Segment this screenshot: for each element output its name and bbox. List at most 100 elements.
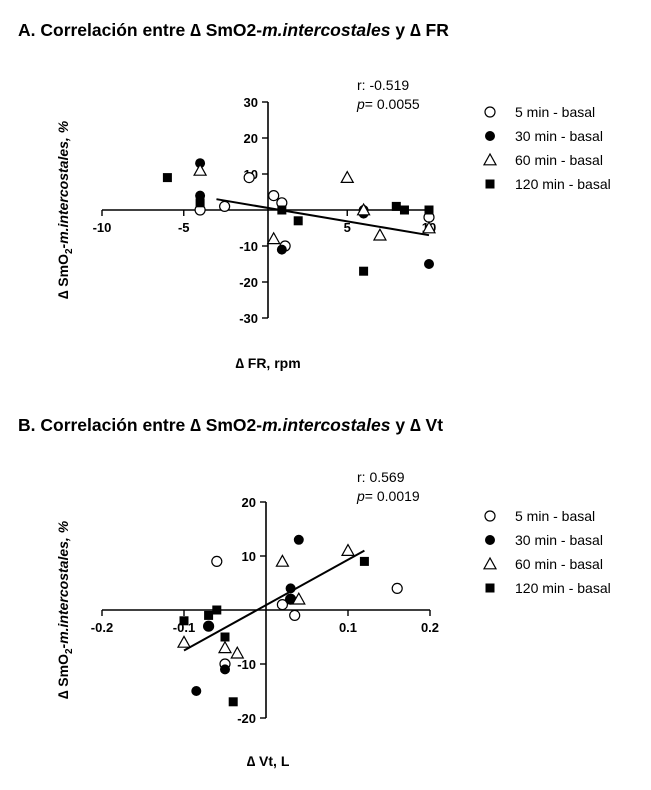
panel-b-data-point xyxy=(391,582,403,595)
panel-b-legend-marker xyxy=(485,535,495,545)
panel-a-y-axis-label: ∆ SmO2-m.intercostales, % xyxy=(55,120,75,299)
panel-b-data-point xyxy=(191,686,202,696)
panel-b-y-axis-label-suffix: -m.intercostales, % xyxy=(55,520,71,648)
panel-a-data-point xyxy=(356,202,371,216)
panel-b-y-tick-label: 10 xyxy=(242,549,256,564)
panel-b-data-point xyxy=(176,635,192,648)
panel-a-stat-p-symbol: p xyxy=(356,96,365,112)
panel-a-title-prefix: A. Correlación entre ∆ SmO2- xyxy=(18,20,263,40)
panel-a-title-italic: m.intercostales xyxy=(262,20,391,40)
panel-b-data-point xyxy=(179,616,189,626)
panel-a-legend: 5 min - basal 30 min - basal 60 min - basa… xyxy=(482,104,611,192)
panel-b-legend-label: 5 min - basal xyxy=(515,508,595,524)
panel-a-data-point xyxy=(193,163,208,176)
panel-b-data-point xyxy=(204,610,214,620)
panel-a-legend-marker xyxy=(485,131,495,141)
panel-a-x-tick-label: -10 xyxy=(93,220,112,235)
panel-b-legend-marker xyxy=(485,583,495,593)
panel-b-data-point xyxy=(275,554,290,567)
panel-b-y-axis-label-prefix: ∆ SmO xyxy=(55,654,71,699)
panel-b-regression-line xyxy=(183,549,365,652)
panel-a-data-point xyxy=(372,227,387,241)
panel-a-data-point xyxy=(424,205,434,215)
panel-b-x-tick-label: 0.1 xyxy=(339,620,357,635)
panel-a-y-tick-label: 20 xyxy=(244,131,258,146)
panel-b-legend-marker xyxy=(482,556,498,570)
panel-b-series-2 xyxy=(191,534,304,696)
panel-b-x-tick-label: 0.2 xyxy=(421,620,439,635)
panel-a-data-point xyxy=(340,170,355,183)
panel-a-data-point xyxy=(219,200,231,212)
panel-b-data-point xyxy=(230,645,245,659)
panel-b-data-point xyxy=(203,621,214,632)
panel-a-data-point xyxy=(162,173,172,183)
panel-b-title: B. Correlación entre ∆ SmO2-m.intercosta… xyxy=(18,415,443,436)
panel-a-data-point xyxy=(277,205,287,215)
panel-a-legend-label: 120 min - basal xyxy=(515,176,611,192)
panel-b-legend-marker xyxy=(484,510,496,522)
panel-a-data-point xyxy=(293,216,303,226)
panel-b-x-tick-label: -0.2 xyxy=(91,620,113,635)
panel-a-y-tick-label: 30 xyxy=(244,95,258,110)
panel-a-series-3 xyxy=(193,163,437,245)
panel-b-data-point xyxy=(285,583,296,594)
panel-a-legend-label: 60 min - basal xyxy=(515,152,603,168)
panel-b-data-point xyxy=(220,632,230,642)
panel-a-data-point xyxy=(266,231,281,245)
panel-b-y-axis-label: ∆ SmO2-m.intercostales, % xyxy=(55,520,75,699)
panel-b-data-point xyxy=(220,664,230,675)
panel-b-legend-label: 60 min - basal xyxy=(515,556,603,572)
panel-b-plot: -0.2 -0.1 0.1 0.2 20 10 -10 -20 r: 0.569 p= 0.001… xyxy=(55,469,611,769)
panel-b-data-point xyxy=(211,555,223,568)
panel-a-legend-label: 5 min - basal xyxy=(515,104,595,120)
panel-a-data-point xyxy=(276,244,287,255)
panel-b-data-point xyxy=(291,591,306,605)
panel-a-legend-label: 30 min - basal xyxy=(515,128,603,144)
panel-a-data-point xyxy=(399,205,409,215)
panel-b-title-suffix: y ∆ Vt xyxy=(390,415,444,435)
panel-b-data-point xyxy=(276,598,288,611)
panel-a-data-point xyxy=(391,201,401,211)
panel-a-regression-line xyxy=(216,198,430,237)
panel-b-stat-p-value: = 0.0019 xyxy=(365,488,420,504)
panel-a-stat-p-value: = 0.0055 xyxy=(365,96,420,112)
panel-b-y-tick-label: 20 xyxy=(242,495,256,510)
panel-a-stat-r: r: -0.519 xyxy=(357,77,409,93)
panel-a-title: A. Correlación entre ∆ SmO2-m.intercosta… xyxy=(18,20,449,41)
panel-a-x-axis-label: ∆ FR, rpm xyxy=(235,355,300,371)
panel-b-data-point xyxy=(340,543,356,557)
panel-a-legend-marker xyxy=(484,106,496,118)
panel-b-data-point xyxy=(228,697,238,707)
panel-b-data-point xyxy=(359,556,369,566)
panel-a-y-axis-label-sub: 2 xyxy=(64,248,75,254)
panel-a-y-axis-label-suffix: -m.intercostales, % xyxy=(55,120,71,248)
panel-a-stat-p: p= 0.0055 xyxy=(356,96,420,112)
panel-b-stat-r: r: 0.569 xyxy=(357,469,405,485)
panel-a-y-tick-label: -10 xyxy=(239,239,258,254)
panel-a-y-axis-label-prefix: ∆ SmO xyxy=(55,254,71,299)
panel-b-data-point xyxy=(212,605,222,615)
panel-b-y-tick-label: -20 xyxy=(237,711,256,726)
panel-a-series-2 xyxy=(195,158,434,269)
panel-b-legend: 5 min - basal 30 min - basal 60 min - basa… xyxy=(482,508,611,596)
panel-b-title-prefix: B. Correlación entre ∆ SmO2- xyxy=(18,415,263,435)
panel-a-series-1 xyxy=(194,172,435,252)
panel-a-y-tick-label: -20 xyxy=(239,275,258,290)
panel-b-y-axis-label-sub: 2 xyxy=(64,648,75,654)
panel-b-data-point xyxy=(217,640,233,654)
panel-a-data-point xyxy=(424,259,434,269)
panel-a-data-point xyxy=(243,172,255,184)
panel-a-legend-marker xyxy=(482,152,498,166)
panel-a-data-point xyxy=(268,190,280,202)
panel-b-x-tick-label: -0.1 xyxy=(173,620,195,635)
panel-a-data-point xyxy=(359,266,369,276)
panel-b-series-3 xyxy=(176,543,356,659)
panel-a-title-suffix: y ∆ FR xyxy=(390,20,449,40)
panel-a-legend-marker xyxy=(485,179,495,189)
panel-b-stat-p: p= 0.0019 xyxy=(356,488,420,504)
panel-b-series-1 xyxy=(203,555,403,670)
panel-b-data-point xyxy=(293,534,304,545)
panel-b-data-point xyxy=(289,609,301,622)
